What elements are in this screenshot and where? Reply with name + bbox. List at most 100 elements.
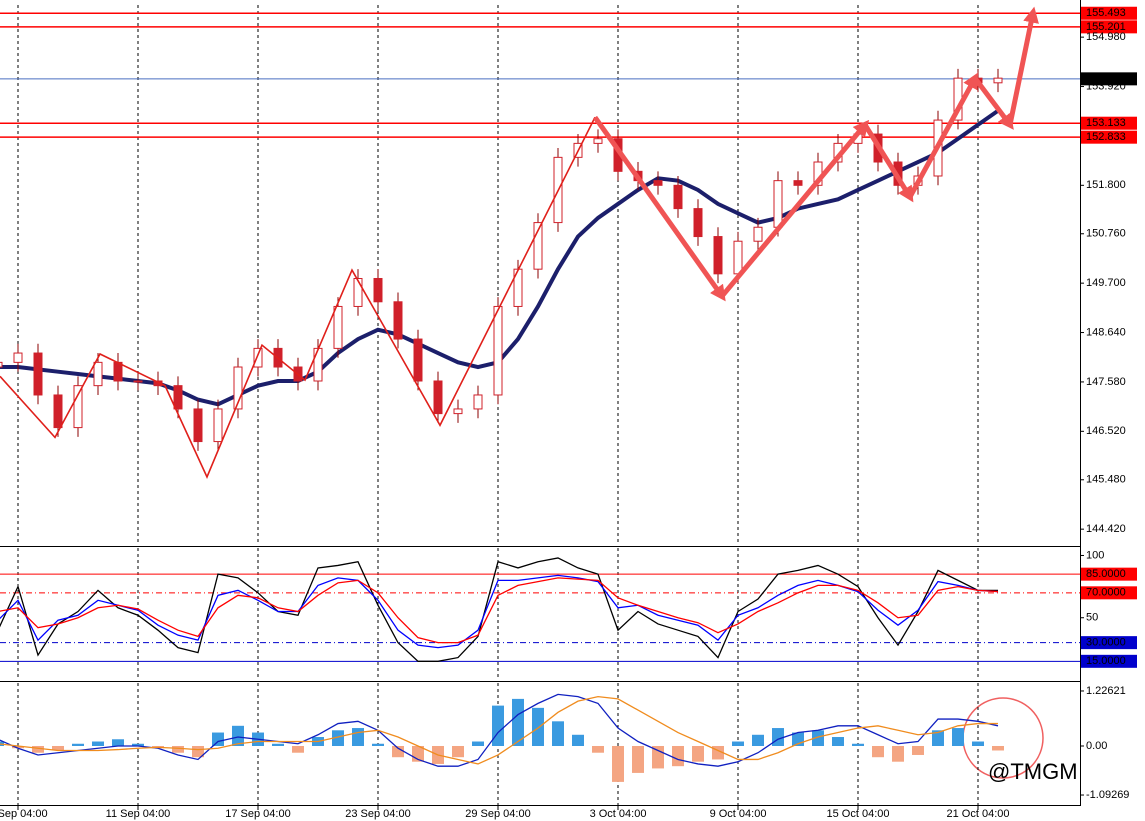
histogram-bar bbox=[492, 705, 504, 746]
candle-body bbox=[173, 385, 183, 410]
histogram-bar bbox=[372, 743, 384, 746]
candle-body bbox=[333, 305, 343, 349]
candle-body bbox=[773, 180, 783, 228]
histogram-bar bbox=[72, 743, 84, 746]
candle-body bbox=[133, 380, 143, 383]
histogram-bar bbox=[392, 745, 404, 758]
candle-body bbox=[653, 180, 663, 186]
trend-arrow bbox=[862, 123, 914, 203]
level-label-box bbox=[1081, 116, 1137, 130]
histogram-bar bbox=[912, 745, 924, 755]
histogram-bar bbox=[532, 707, 544, 746]
histogram-bar bbox=[192, 745, 204, 758]
histogram-bar bbox=[592, 745, 604, 753]
candle-body bbox=[373, 277, 383, 303]
candle-body bbox=[993, 77, 1003, 84]
histogram-bar bbox=[272, 743, 284, 746]
candle-body bbox=[733, 240, 743, 275]
candle-body bbox=[453, 408, 463, 415]
x-tick-label: 23 Sep 04:00 bbox=[345, 808, 410, 820]
histogram-bar bbox=[832, 737, 844, 746]
candle-body bbox=[53, 394, 63, 429]
y-tick-label: 153.920 bbox=[1086, 80, 1126, 92]
level-label: 153.133 bbox=[1086, 117, 1126, 129]
x-tick-label: 5 Sep 04:00 bbox=[0, 808, 48, 820]
histogram-bar bbox=[972, 741, 984, 746]
x-tick-label: 21 Oct 04:00 bbox=[947, 808, 1010, 820]
indicator-line bbox=[0, 695, 998, 765]
histogram-bar bbox=[892, 745, 904, 762]
histogram-bar bbox=[112, 739, 124, 746]
trend-arrow bbox=[592, 115, 726, 302]
level-label-box bbox=[1081, 586, 1137, 600]
candle-body bbox=[473, 394, 483, 410]
watermark: @TMGM bbox=[988, 759, 1078, 784]
trend-arrow bbox=[907, 72, 979, 199]
candle-body bbox=[113, 361, 123, 382]
level-label-box bbox=[1081, 20, 1137, 34]
level-label: 154.085 bbox=[1086, 73, 1126, 85]
histogram-bar bbox=[452, 745, 464, 758]
y-tick-label: 148.640 bbox=[1086, 326, 1126, 338]
histogram-bar bbox=[992, 745, 1004, 751]
histogram-bar bbox=[772, 728, 784, 746]
level-label-box bbox=[1081, 654, 1137, 668]
histogram-bar bbox=[652, 745, 664, 769]
candle-body bbox=[73, 385, 83, 429]
histogram-bar bbox=[872, 745, 884, 758]
x-tick-label: 15 Oct 04:00 bbox=[827, 808, 890, 820]
candle-body bbox=[0, 361, 3, 368]
y-tick-label: 146.520 bbox=[1086, 425, 1126, 437]
histogram-bar bbox=[572, 734, 584, 746]
candle-body bbox=[393, 301, 403, 340]
level-label: 85.0000 bbox=[1086, 568, 1126, 580]
histogram-bar bbox=[232, 725, 244, 746]
y-tick-label: 50 bbox=[1086, 612, 1098, 624]
histogram-bar bbox=[852, 743, 864, 746]
histogram-bar bbox=[172, 745, 184, 753]
candle-body bbox=[793, 180, 803, 186]
candle-body bbox=[213, 408, 223, 443]
histogram-bar bbox=[552, 721, 564, 746]
x-tick-label: 11 Sep 04:00 bbox=[106, 808, 171, 820]
indicator-line bbox=[0, 574, 999, 649]
candle-body bbox=[693, 208, 703, 238]
indicator-line bbox=[0, 557, 998, 662]
trend-arrow bbox=[1007, 6, 1039, 126]
level-label-box bbox=[1081, 636, 1137, 650]
y-tick-label: 150.760 bbox=[1086, 228, 1126, 240]
trend-arrow bbox=[973, 76, 1014, 130]
trend-arrow bbox=[720, 119, 870, 298]
histogram-bar bbox=[212, 732, 224, 746]
indicator-line bbox=[0, 693, 999, 767]
candle-body bbox=[493, 305, 503, 396]
level-label-box bbox=[1081, 72, 1137, 86]
y-tick-label: 154.980 bbox=[1086, 31, 1126, 43]
x-tick-label: 3 Oct 04:00 bbox=[590, 808, 647, 820]
candle-body bbox=[593, 138, 603, 144]
candle-body bbox=[13, 352, 23, 363]
level-label: 30.0000 bbox=[1086, 637, 1126, 649]
y-tick-label: 151.800 bbox=[1086, 179, 1126, 191]
histogram-bar bbox=[732, 741, 744, 746]
candle-body bbox=[533, 222, 543, 270]
histogram-bar bbox=[132, 743, 144, 746]
histogram-bar bbox=[692, 745, 704, 762]
histogram-bar bbox=[672, 745, 684, 767]
histogram-bar bbox=[752, 734, 764, 746]
candle-body bbox=[413, 338, 423, 382]
level-label-box bbox=[1081, 567, 1137, 581]
x-tick-label: 9 Oct 04:00 bbox=[710, 808, 767, 820]
histogram-bar bbox=[92, 741, 104, 746]
candle-body bbox=[753, 226, 763, 242]
level-label: 15.0000 bbox=[1086, 655, 1126, 667]
histogram-bar bbox=[812, 730, 824, 746]
x-tick-label: 17 Sep 04:00 bbox=[225, 808, 290, 820]
level-label: 155.201 bbox=[1086, 21, 1126, 33]
candle-body bbox=[713, 236, 723, 275]
histogram-bar bbox=[352, 728, 364, 746]
candle-body bbox=[313, 347, 323, 382]
indicator-line bbox=[0, 577, 999, 644]
